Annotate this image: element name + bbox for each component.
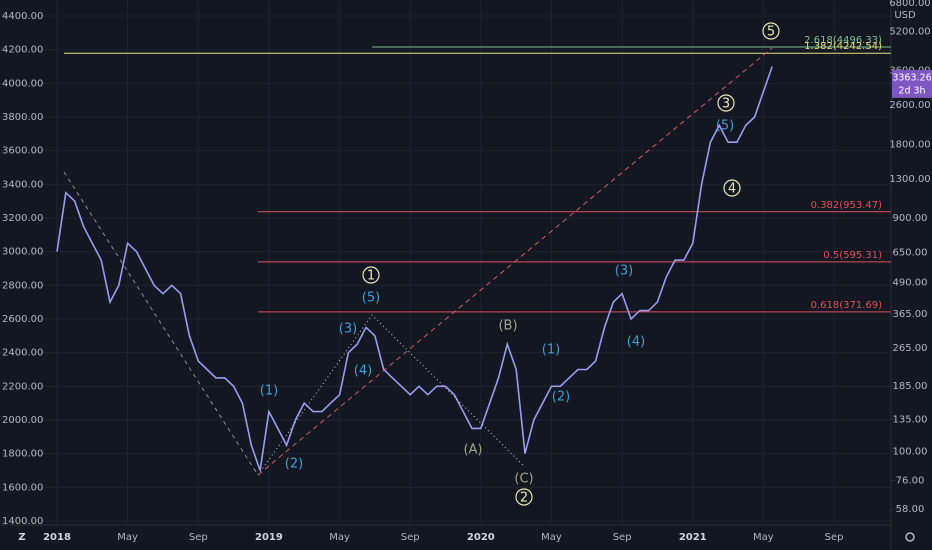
fib-label: 1.382(4242.54): [804, 41, 882, 52]
wave-label: (4): [627, 335, 645, 350]
wave-label: (5): [716, 119, 734, 134]
y-tick-label: 2800.00: [2, 280, 43, 291]
last-price-label: 3363.26: [892, 72, 931, 83]
unit-label: USD: [894, 10, 916, 21]
wave-label: (5): [362, 291, 380, 306]
y-tick-label: 4200.00: [2, 45, 43, 56]
y-tick-label: 2400.00: [2, 348, 43, 359]
y-tick-label: 2000.00: [2, 415, 43, 426]
y-tick-label: 2200.00: [2, 381, 43, 392]
settings-icon[interactable]: [905, 532, 915, 542]
wave-label: 2: [520, 491, 528, 506]
y-tick-label: 3000.00: [2, 247, 43, 258]
x-tick-label: Sep: [825, 532, 844, 543]
wave-circle: [515, 488, 533, 506]
x-tick-label: 2018: [43, 532, 71, 543]
wave-label: (3): [615, 264, 633, 279]
wave-label: 5: [767, 25, 775, 40]
wave-lines: [63, 47, 773, 476]
y2-tick-label: 5200.00: [889, 27, 930, 38]
fib-label: 0.382(953.47): [811, 200, 883, 211]
wave-circle: [723, 179, 741, 197]
wave-label: (3): [339, 322, 357, 337]
y-tick-label: 3200.00: [2, 213, 43, 224]
y2-tick-label: 2600.00: [889, 100, 930, 111]
y2-tick-label: 265.00: [893, 343, 928, 354]
y-tick-label: 1400.00: [2, 516, 43, 527]
wave-circle: [762, 22, 780, 40]
y-tick-label: 2600.00: [2, 314, 43, 325]
y2-tick-label: 1300.00: [889, 174, 930, 185]
last-price-badge: [892, 69, 932, 98]
x-tick-label: May: [329, 532, 350, 543]
wave-label: (2): [552, 390, 570, 405]
wave-label: (A): [463, 443, 482, 458]
wave-label: 3: [722, 97, 730, 112]
wave-label: (2): [285, 457, 303, 472]
wave-label: (C): [514, 472, 533, 487]
y-tick-label: 4400.00: [2, 11, 43, 22]
wave-line: [257, 47, 773, 476]
y2-tick-label: 900.00: [893, 213, 928, 224]
y2-tick-label: 6800.00: [889, 0, 930, 9]
y2-tick-label: 490.00: [893, 278, 928, 289]
x-tick-label: May: [541, 532, 562, 543]
marks: [56, 46, 891, 471]
y2-tick-label: 185.00: [893, 381, 928, 392]
settings-icon-ring[interactable]: [905, 532, 915, 542]
wave-line: [257, 314, 525, 476]
wave-line: [63, 171, 259, 476]
wave-label: (1): [260, 384, 278, 399]
y-tick-label: 1600.00: [2, 482, 43, 493]
y2-tick-label: 76.00: [896, 476, 925, 487]
wave-label: 1: [367, 269, 375, 284]
x-tick-label: 2020: [467, 532, 495, 543]
x-tick-label: Sep: [401, 532, 420, 543]
fib-label: 0.5(595.31): [823, 250, 882, 261]
y2-tick-label: 1800.00: [889, 139, 930, 150]
y2-tick-label: 650.00: [893, 247, 928, 258]
y-tick-label: 4000.00: [2, 78, 43, 89]
x-tick-label: May: [117, 532, 138, 543]
y-tick-label: 3400.00: [2, 179, 43, 190]
countdown-label: 2d 3h: [898, 85, 925, 96]
y-tick-label: 3600.00: [2, 146, 43, 157]
logo-icon[interactable]: Z: [18, 532, 25, 543]
y2-tick-label: 135.00: [893, 414, 928, 425]
wave-label: (B): [498, 319, 517, 334]
wave-label: 4: [728, 182, 736, 197]
fib-label: 2.618(4496.33): [804, 35, 882, 46]
wave-label: (4): [354, 364, 372, 379]
x-tick-label: Sep: [189, 532, 208, 543]
wave-circle: [717, 94, 735, 112]
price-line: [56, 66, 773, 471]
y2-tick-label: 58.00: [896, 504, 925, 515]
x-tick-label: 2021: [679, 532, 707, 543]
y-tick-label: 3800.00: [2, 112, 43, 123]
grid: [0, 0, 891, 525]
y-tick-label: 1800.00: [2, 449, 43, 460]
x-tick-label: Sep: [613, 532, 632, 543]
x-tick-label: 2019: [255, 532, 283, 543]
x-tick-label: May: [753, 532, 774, 543]
wave-label: (1): [542, 343, 560, 358]
y2-tick-label: 365.00: [893, 309, 928, 320]
fib-label: 0.618(371.69): [811, 300, 883, 311]
y2-tick-label: 100.00: [893, 446, 928, 457]
wave-circle: [362, 266, 380, 284]
